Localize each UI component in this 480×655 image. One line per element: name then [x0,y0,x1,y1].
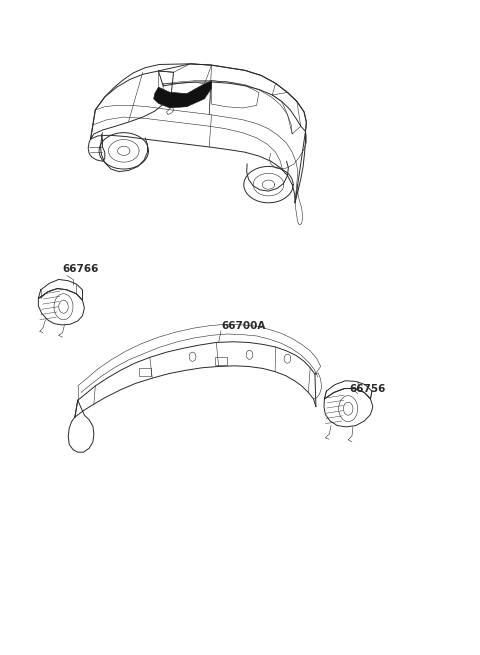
Text: 66700A: 66700A [221,321,265,331]
Text: 66766: 66766 [62,264,98,274]
Text: 66756: 66756 [349,384,385,394]
Bar [216,358,227,365]
Polygon shape [154,81,212,108]
Bar [139,367,151,375]
